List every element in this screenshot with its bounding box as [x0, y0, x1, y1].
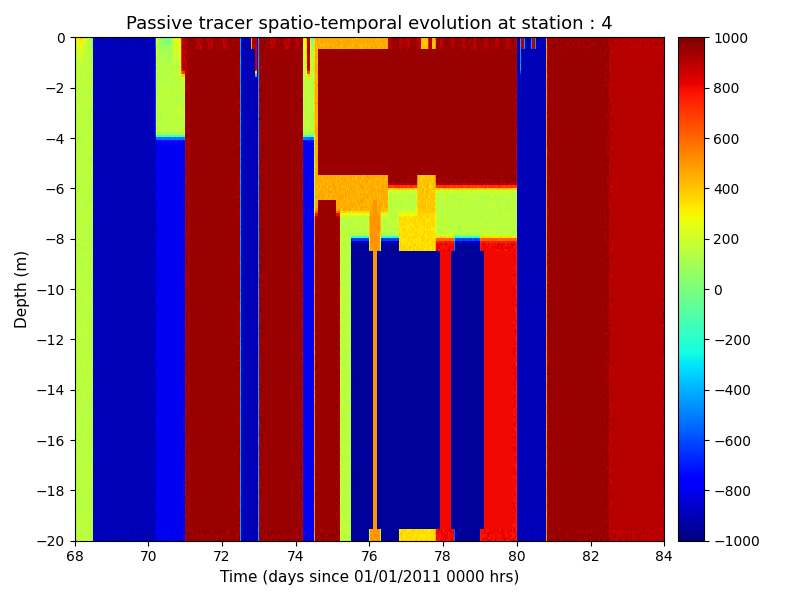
Y-axis label: Depth (m): Depth (m)	[15, 250, 30, 328]
X-axis label: Time (days since 01/01/2011 0000 hrs): Time (days since 01/01/2011 0000 hrs)	[220, 570, 519, 585]
Title: Passive tracer spatio-temporal evolution at station : 4: Passive tracer spatio-temporal evolution…	[126, 15, 613, 33]
